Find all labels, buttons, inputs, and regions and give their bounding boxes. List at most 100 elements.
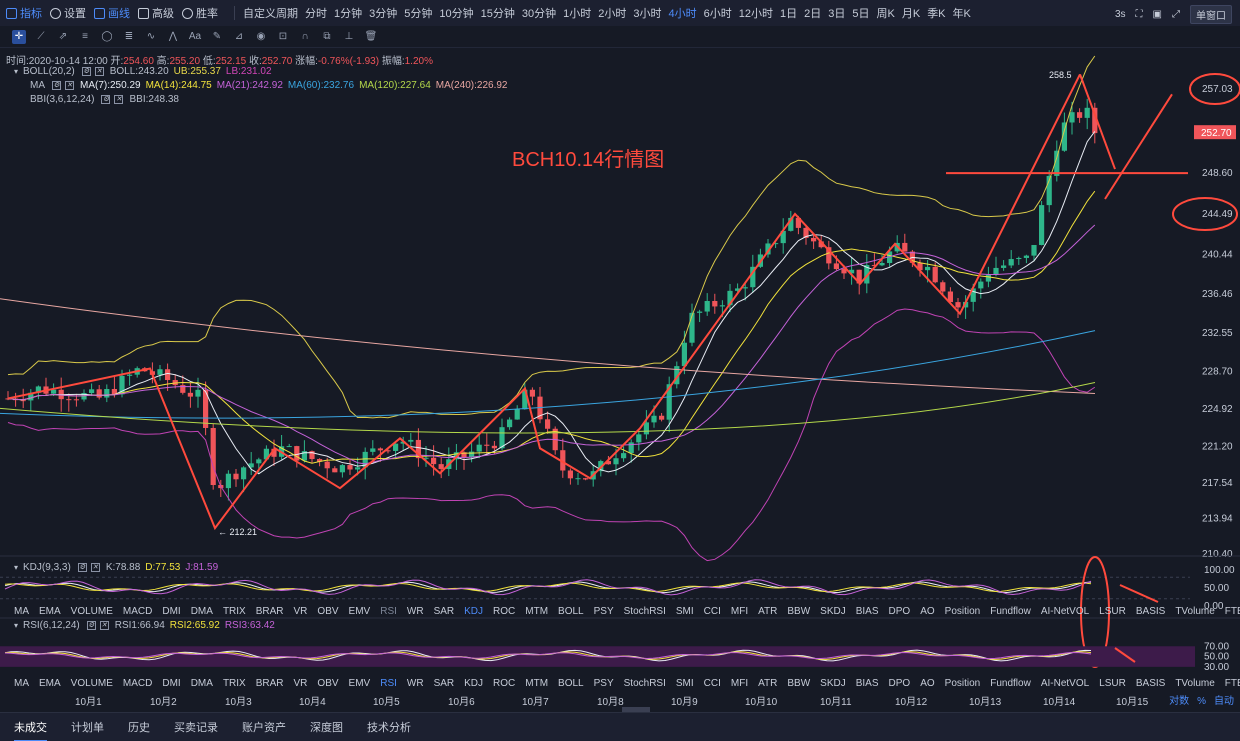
tab-emv[interactable]: EMV: [348, 606, 371, 617]
period-8[interactable]: 2小时: [598, 8, 627, 20]
period-12[interactable]: 12小时: [738, 8, 773, 20]
tab-basis[interactable]: BASIS: [1135, 678, 1166, 689]
tab-dma[interactable]: DMA: [190, 606, 213, 617]
channel-icon[interactable]: ≡: [82, 30, 88, 42]
tab-lsur[interactable]: LSUR: [1099, 678, 1126, 689]
period-20[interactable]: 年K: [952, 8, 971, 20]
fullscreen-icon[interactable]: ⛶: [1135, 9, 1143, 20]
axis-toggle-1[interactable]: %: [1197, 696, 1206, 707]
close-icon[interactable]: ✕: [90, 563, 100, 572]
period-7[interactable]: 1小时: [563, 8, 592, 20]
cross-icon[interactable]: ✛: [12, 29, 26, 44]
eye-icon[interactable]: ◉: [256, 30, 266, 42]
tab-mtm[interactable]: MTM: [525, 678, 549, 689]
period-18[interactable]: 月K: [901, 8, 921, 20]
text-icon[interactable]: Aa: [188, 30, 202, 42]
tab-bbw[interactable]: BBW: [787, 606, 811, 617]
fib-icon[interactable]: ≣: [124, 30, 134, 42]
tab-skdj[interactable]: SKDJ: [820, 606, 846, 617]
period-17[interactable]: 周K: [876, 8, 895, 20]
circle-icon[interactable]: ◯: [101, 30, 113, 42]
bottom-tab-4[interactable]: 账户资产: [242, 722, 286, 734]
tab-obv[interactable]: OBV: [317, 606, 339, 617]
tab-ftbs[interactable]: FTBS: [1224, 678, 1240, 689]
tab-vr[interactable]: VR: [293, 606, 308, 617]
draw-button[interactable]: 画线: [94, 5, 130, 21]
tab-mfi[interactable]: MFI: [730, 678, 749, 689]
magnet-icon[interactable]: ∩: [301, 30, 309, 42]
tab-ema[interactable]: EMA: [39, 606, 61, 617]
tab-smi[interactable]: SMI: [675, 678, 694, 689]
period-1[interactable]: 1分钟: [334, 8, 363, 20]
period-4[interactable]: 10分钟: [439, 8, 474, 20]
tab-atr[interactable]: ATR: [758, 606, 778, 617]
window-mode-select[interactable]: 单窗口: [1190, 5, 1232, 24]
tab-fundflow[interactable]: Fundflow: [990, 606, 1031, 617]
advanced-button[interactable]: 高级: [138, 5, 174, 21]
tab-lsur[interactable]: LSUR: [1099, 606, 1126, 617]
pin-icon[interactable]: ⊥: [344, 30, 354, 42]
refresh-rate[interactable]: 3s: [1114, 9, 1126, 20]
tab-ema[interactable]: EMA: [39, 678, 61, 689]
close-icon[interactable]: ✕: [114, 95, 124, 104]
bottom-tab-5[interactable]: 深度图: [310, 722, 343, 734]
tab-trix[interactable]: TRIX: [222, 678, 246, 689]
tab-tvolume[interactable]: TVolume: [1175, 606, 1215, 617]
close-icon[interactable]: ✕: [99, 621, 109, 630]
tab-sar[interactable]: SAR: [433, 606, 455, 617]
chart-svg[interactable]: 257.03 248.60 244.49 240.44 236.46 232.55 228.…: [0, 48, 1240, 715]
tab-brar[interactable]: BRAR: [255, 606, 284, 617]
tab-volume[interactable]: VOLUME: [70, 678, 113, 689]
wave-icon[interactable]: ∿: [146, 30, 156, 42]
tab-stochrsi[interactable]: StochRSI: [623, 678, 666, 689]
tab-vr[interactable]: VR: [293, 678, 308, 689]
tab-mtm[interactable]: MTM: [525, 606, 549, 617]
tab-kdj[interactable]: KDJ: [464, 606, 484, 617]
tab-psy[interactable]: PSY: [593, 678, 614, 689]
tab-macd[interactable]: MACD: [122, 678, 153, 689]
bottom-tab-0[interactable]: 未成交: [14, 719, 47, 741]
tab-trix[interactable]: TRIX: [222, 606, 246, 617]
tab-fundflow[interactable]: Fundflow: [990, 678, 1031, 689]
close-icon[interactable]: ✕: [65, 81, 74, 90]
trash-icon[interactable]: 🗑: [364, 30, 378, 42]
tab-ma[interactable]: MA: [14, 606, 29, 617]
tab-dpo[interactable]: DPO: [888, 606, 911, 617]
tab-cci[interactable]: CCI: [703, 606, 721, 617]
settings-icon[interactable]: ⚙: [101, 95, 111, 104]
axis-toggle-2[interactable]: 自动: [1214, 696, 1234, 707]
layout-icon[interactable]: ▣: [1152, 9, 1162, 20]
tab-atr[interactable]: ATR: [758, 678, 778, 689]
settings-icon[interactable]: ⚙: [52, 81, 61, 90]
tab-ao[interactable]: AO: [920, 678, 935, 689]
bottom-tab-1[interactable]: 计划单: [71, 722, 104, 734]
close-icon[interactable]: ✕: [94, 67, 104, 76]
copy-icon[interactable]: ⧉: [323, 30, 331, 42]
tab-brar[interactable]: BRAR: [255, 678, 284, 689]
period-11[interactable]: 6小时: [703, 8, 732, 20]
settings-icon[interactable]: ⚙: [86, 621, 96, 630]
period-0[interactable]: 分时: [305, 8, 327, 20]
tab-cci[interactable]: CCI: [703, 678, 721, 689]
tab-kdj[interactable]: KDJ: [464, 678, 484, 689]
tab-ai-netvol[interactable]: AI-NetVOL: [1040, 606, 1090, 617]
lock-icon[interactable]: ⊡: [278, 30, 288, 42]
ruler-icon[interactable]: ⊿: [234, 30, 244, 42]
tab-bias[interactable]: BIAS: [855, 678, 879, 689]
tab-basis[interactable]: BASIS: [1135, 606, 1166, 617]
tab-ao[interactable]: AO: [920, 606, 935, 617]
custom-period-button[interactable]: 自定义周期: [243, 8, 298, 20]
tab-wr[interactable]: WR: [406, 678, 424, 689]
tab-position[interactable]: Position: [944, 606, 981, 617]
tab-dpo[interactable]: DPO: [888, 678, 911, 689]
bottom-tab-3[interactable]: 买卖记录: [174, 722, 218, 734]
brush-icon[interactable]: ✎: [212, 30, 222, 42]
tab-sar[interactable]: SAR: [433, 678, 455, 689]
axis-toggle-0[interactable]: 对数: [1169, 696, 1190, 707]
ray-icon[interactable]: ⇗: [58, 30, 68, 42]
tab-skdj[interactable]: SKDJ: [820, 678, 846, 689]
period-16[interactable]: 5日: [852, 8, 870, 20]
period-2[interactable]: 3分钟: [369, 8, 398, 20]
tab-roc[interactable]: ROC: [493, 606, 516, 617]
tab-ai-netvol[interactable]: AI-NetVOL: [1040, 678, 1090, 689]
